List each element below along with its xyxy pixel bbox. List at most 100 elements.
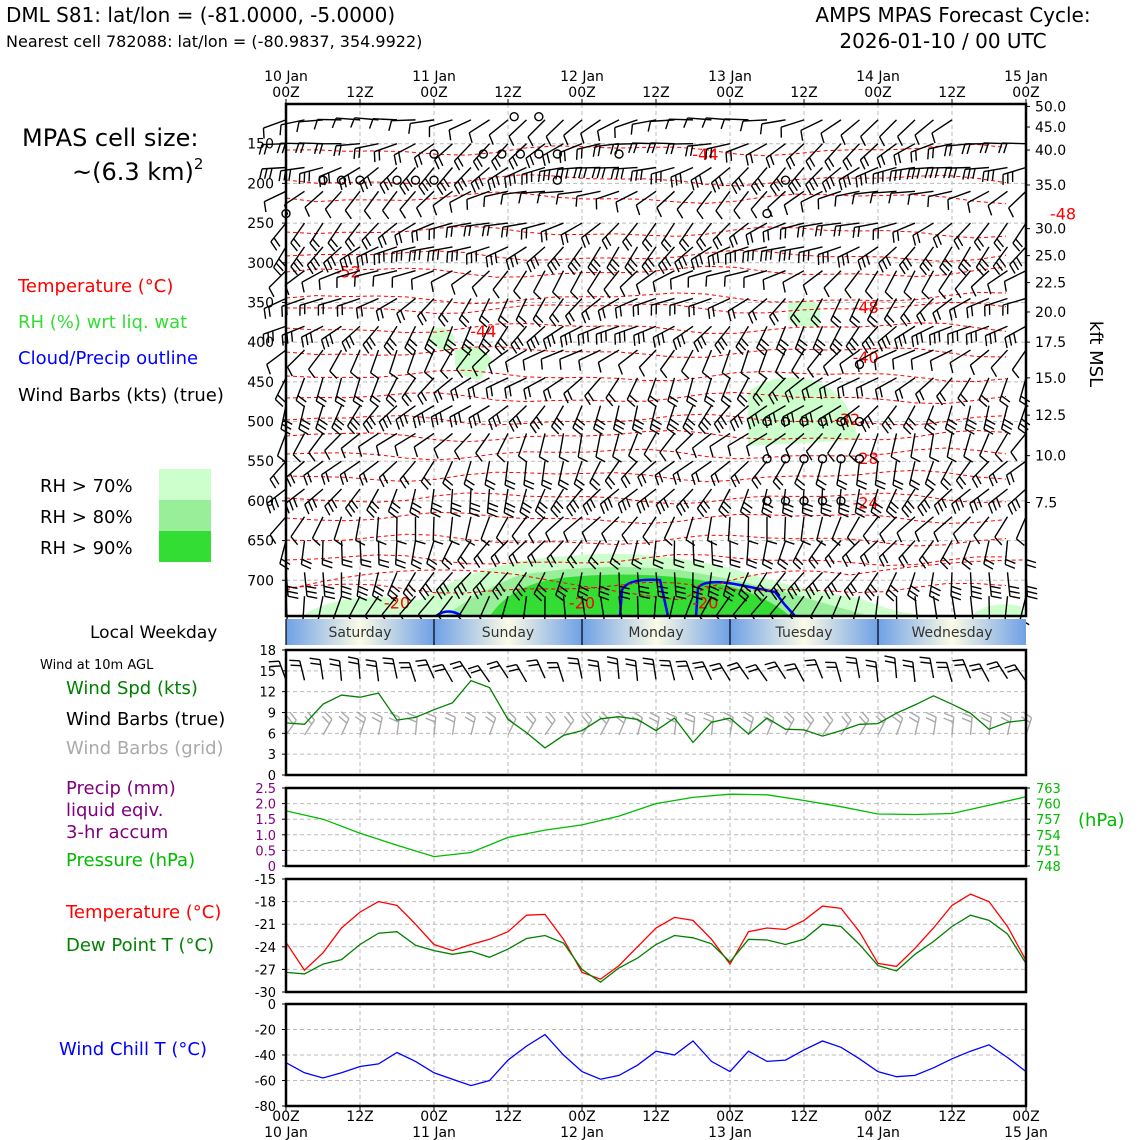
barb-shaft [969,572,973,597]
weekday-cell [286,619,434,645]
barb-shaft [824,540,842,560]
barb-shaft [321,460,342,476]
barb-feather [960,393,969,403]
barb-shaft [718,663,731,681]
barb-shaft [769,167,787,187]
barb-feather [507,711,517,720]
barb-feather [1012,242,1021,252]
barb-feather [824,161,831,171]
barb-feather [796,478,806,486]
barb-shaft [597,297,620,312]
barb-shaft [276,433,287,457]
wind-barb [878,119,897,147]
barb-feather [404,393,412,403]
barb-shaft [859,540,879,558]
barb-shaft [846,516,861,538]
barb-feather [980,394,990,403]
barb-shaft [973,222,990,243]
barb-feather [391,584,401,593]
barb-shaft [595,433,602,458]
wind-barb [564,298,583,326]
barb-feather [619,595,631,600]
barb-shaft [523,461,528,486]
weekday-cell [582,619,730,645]
wind-barb [914,119,934,146]
wind-barb [510,325,528,354]
barb-feather [912,235,917,246]
barb-shaft [692,432,712,449]
wind-barb [622,222,639,251]
barb-shaft [512,571,528,593]
barb-feather [607,661,618,665]
barb-feather [870,511,881,519]
barb-feather [395,558,406,564]
wind-barb [969,488,990,514]
barb-feather [638,366,646,377]
barb-feather [475,452,483,462]
wind-barb [707,572,720,602]
wind-barb [430,405,453,428]
barb-shaft [1009,246,1027,266]
wind-barb [306,246,324,275]
barb-feather [860,136,866,147]
barb-shaft [775,349,787,373]
barb-feather [682,426,692,435]
barb-shaft [618,349,638,366]
barb-shaft [824,571,842,591]
barb-feather [621,500,627,511]
barb-feather [822,252,825,264]
barb-shaft [581,516,601,533]
barb-shaft [946,166,971,169]
wind-barb [817,246,842,266]
barb-feather [465,254,468,265]
cloud-outline [618,578,670,617]
barb-shaft [688,297,712,308]
barb-feather [751,249,755,261]
wind-barb [714,325,731,354]
barb-feather [391,277,394,288]
barb-feather [975,474,982,485]
barb-feather [969,364,975,376]
barb-feather [563,393,569,404]
barb-feather [939,561,949,570]
barb-shaft [300,540,306,565]
barb-feather [932,237,939,249]
barb-shaft [727,516,731,541]
barb-shaft [710,460,731,477]
barb-feather [893,479,904,486]
barb-feather [577,456,588,463]
wind-barb [344,190,361,220]
barb-feather [296,121,300,133]
barb-shaft [800,190,823,203]
barb-shaft [413,405,435,419]
wind-barb [727,432,749,457]
wind-barb [870,488,884,519]
y-tick-label: 2.0 [255,798,276,813]
barb-shaft [496,433,509,456]
barb-feather [347,656,359,660]
time-label-hour: 00Z [568,85,595,101]
kft-tick-label: 7.5 [1035,495,1057,511]
barb-shaft [765,143,786,159]
barb-feather [859,159,866,170]
grid-wind-barb [544,711,556,736]
wind-barb [413,432,435,458]
barb-feather [767,665,778,670]
y-tick-label: -21 [255,918,276,933]
barb-feather [555,194,559,205]
barb-feather [740,511,750,519]
barb-feather [948,310,953,321]
barb-feather [701,117,707,128]
wind-barb [394,222,416,246]
barb-feather [822,366,829,377]
barb-feather [768,394,775,405]
time-label-hour: 12Z [494,85,521,101]
barb-shaft [722,572,731,596]
barb-shaft [735,325,750,348]
barb-feather [786,711,795,720]
barb-feather [961,562,971,570]
wind-barb [894,325,916,350]
barb-shaft [423,349,435,373]
wind-barb [777,540,789,570]
barb-feather [336,306,339,317]
